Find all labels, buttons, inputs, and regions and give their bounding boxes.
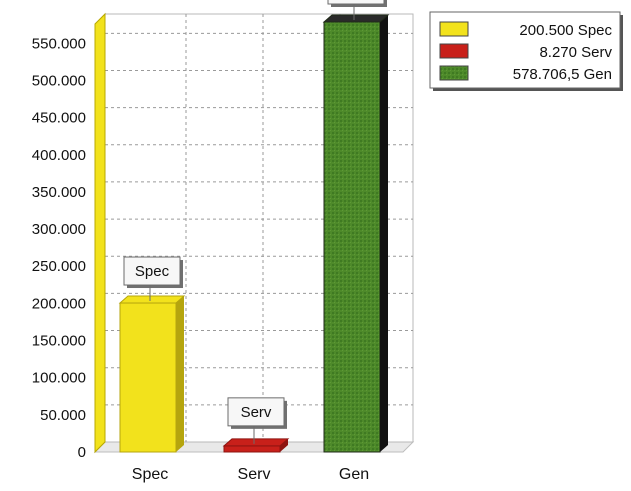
legend-swatch: [439, 21, 469, 37]
bar-spec: [118, 295, 186, 453]
legend-label: 8.270 Serv: [539, 44, 612, 61]
y-tick-label: 500.000: [32, 72, 86, 89]
bar-top: [118, 295, 186, 304]
legend: 200.500 Spec 8.270 Serv 578.706,5 Gen: [429, 11, 623, 91]
legend-swatch: [439, 43, 469, 59]
x-tick-label: Spec: [132, 466, 168, 483]
bar-callout-gen: Gen: [327, 0, 387, 20]
y-tick-label: 100.000: [32, 370, 86, 387]
y-axis-wall: [94, 12, 106, 454]
y-tick-label: 150.000: [32, 333, 86, 350]
legend-label: 200.500 Spec: [519, 22, 612, 39]
callout-box: [227, 397, 285, 427]
legend-label: 578.706,5 Gen: [513, 66, 612, 83]
bar-front: [119, 302, 177, 453]
bar-gen: [322, 14, 390, 453]
bar-side: [380, 15, 388, 452]
x-tick-label: Serv: [238, 466, 271, 483]
bar-callout-spec: Spec: [123, 256, 183, 302]
y-tick-label: 250.000: [32, 258, 86, 275]
bar-side: [176, 296, 184, 452]
callout-box: [327, 0, 385, 5]
y-tick-label: 50.000: [40, 407, 86, 424]
callout-box: [123, 256, 181, 286]
bar-top: [322, 14, 390, 23]
x-tick-label: Gen: [339, 466, 369, 483]
y-tick-label: 400.000: [32, 147, 86, 164]
bar-side: [280, 438, 288, 452]
callout-label: Serv: [241, 404, 272, 421]
bar-front: [223, 445, 281, 453]
y-tick-label: 550.000: [32, 35, 86, 52]
bar-serv: [222, 438, 290, 453]
y-tick-label: 450.000: [32, 110, 86, 127]
bar-callout-serv: Serv: [227, 397, 287, 444]
callout-label: Spec: [135, 263, 170, 280]
y-tick-label: 300.000: [32, 221, 86, 238]
bar-front: [323, 21, 381, 453]
y-tick-label: 0: [78, 444, 86, 461]
y-tick-label: 200.000: [32, 295, 86, 312]
y-tick-label: 350.000: [32, 184, 86, 201]
bar-top: [222, 438, 290, 447]
legend-swatch: [439, 65, 469, 81]
